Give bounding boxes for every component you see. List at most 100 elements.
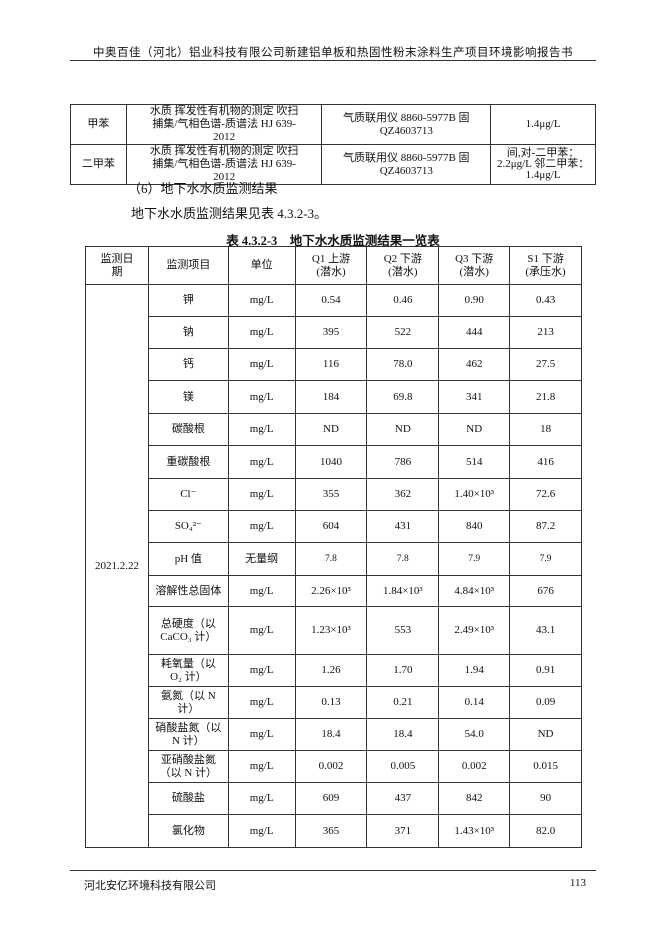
- value-cell: ND: [438, 413, 511, 446]
- table-row: 钠 mg/L 395 522 444 213: [86, 316, 582, 349]
- results-table: 监测日期 监测项目 单位 Q1 上游 (潜水) Q2 下游 (潜水) Q3 下游 (潜水)…: [85, 246, 582, 848]
- table-row: 镁 mg/L 184 69.8 341 21.8: [86, 380, 582, 414]
- unit-cell: mg/L: [227, 445, 296, 479]
- value-cell: 1.84×10³: [366, 575, 440, 607]
- value-cell: 0.46: [366, 284, 440, 317]
- section-heading: （6）地下水水质监测结果: [128, 181, 278, 196]
- value-cell: 355: [294, 478, 368, 511]
- value-cell: 7.8: [366, 542, 440, 576]
- method-table: 甲苯 水质 挥发性有机物的测定 吹扫捕集/气相色谱-质谱法 HJ 639-2012…: [70, 104, 596, 185]
- table-row: 溶解性总固体 mg/L 2.26×10³ 1.84×10³ 4.84×10³ 676: [86, 575, 582, 607]
- item-cell: 氯化物: [147, 814, 229, 848]
- value-cell: 431: [366, 510, 440, 543]
- unit-cell: mg/L: [227, 718, 296, 751]
- value-cell: 786: [366, 445, 440, 479]
- paragraph: 地下水水质监测结果见表 4.3.2-3。: [131, 206, 328, 221]
- method-cell: 水质 挥发性有机物的测定 吹扫捕集/气相色谱-质谱法 HJ 639-2012: [125, 144, 323, 185]
- item-cell: 亚硝酸盐氮（以 N 计）: [147, 750, 229, 783]
- value-cell: 1.43×10³: [438, 814, 511, 848]
- value-cell: 1.70: [366, 654, 440, 687]
- item-cell: 钙: [147, 348, 229, 381]
- value-cell: 1.94: [438, 654, 511, 687]
- value-cell: 609: [294, 782, 368, 815]
- value-cell: 43.1: [509, 606, 582, 655]
- table-row: 亚硝酸盐氮（以 N 计） mg/L 0.002 0.005 0.002 0.015: [86, 750, 582, 783]
- table-row: pH 值无量纲 7.8 7.8 7.9 7.9: [86, 542, 582, 576]
- value-cell: ND: [509, 718, 582, 751]
- value-cell: 18: [509, 413, 582, 446]
- item-cell: pH 值: [147, 542, 229, 576]
- value-cell: 362: [366, 478, 440, 511]
- unit-cell: mg/L: [227, 782, 296, 815]
- value-cell: 0.015: [509, 750, 582, 783]
- instrument-cell: 气质联用仪 8860-5977B 固 QZ4603713: [321, 144, 492, 185]
- item-cell: 硫酸盐: [147, 782, 229, 815]
- unit-cell: mg/L: [227, 654, 296, 687]
- column-header: Q3 下游 (潜水): [438, 246, 511, 285]
- unit-cell: mg/L: [227, 478, 296, 511]
- value-cell: 2.26×10³: [294, 575, 368, 607]
- column-header: S1 下游 (承压水): [509, 246, 582, 285]
- value-cell: 213: [509, 316, 582, 349]
- value-cell: 395: [294, 316, 368, 349]
- table-row: 氯化物 mg/L 365 371 1.43×10³ 82.0: [86, 814, 582, 848]
- value-cell: 54.0: [438, 718, 511, 751]
- item-cell: 钾: [147, 284, 229, 317]
- unit-cell: mg/L: [227, 413, 296, 446]
- value-cell: 0.005: [366, 750, 440, 783]
- value-cell: 1.26: [294, 654, 368, 687]
- value-cell: 1.23×10³: [294, 606, 368, 655]
- value-cell: 82.0: [509, 814, 582, 848]
- table-row: 硝酸盐氮（以 N 计） mg/L 18.4 18.4 54.0 ND: [86, 718, 582, 751]
- value-cell: 840: [438, 510, 511, 543]
- item-cell: 氨氮（以 N 计）: [147, 686, 229, 719]
- value-cell: 676: [509, 575, 582, 607]
- value-cell: 365: [294, 814, 368, 848]
- table-row: Cl⁻ mg/L 355 362 1.40×10³ 72.6: [86, 478, 582, 511]
- table-row: 耗氧量（以 O₂ 计） mg/L 1.26 1.70 1.94 0.91: [86, 654, 582, 687]
- value-cell: 1.40×10³: [438, 478, 511, 511]
- table-caption: 表 4.3.2-3 地下水水质监测结果一览表: [226, 234, 440, 248]
- unit-cell: mg/L: [227, 750, 296, 783]
- value-cell: 1040: [294, 445, 368, 479]
- table-row: 二甲苯 水质 挥发性有机物的测定 吹扫捕集/气相色谱-质谱法 HJ 639-201…: [70, 144, 596, 185]
- value-cell: 78.0: [366, 348, 440, 381]
- value-cell: 116: [294, 348, 368, 381]
- value-cell: 69.8: [366, 380, 440, 414]
- unit-cell: mg/L: [227, 510, 296, 543]
- value-cell: 90: [509, 782, 582, 815]
- value-cell: 7.9: [509, 542, 582, 576]
- header-divider: [70, 60, 596, 61]
- page-number: 113: [569, 877, 586, 889]
- value-cell: 462: [438, 348, 511, 381]
- value-cell: 0.09: [509, 686, 582, 719]
- table-row: 氨氮（以 N 计） mg/L 0.13 0.21 0.14 0.09: [86, 686, 582, 719]
- value-cell: ND: [366, 413, 440, 446]
- value-cell: 604: [294, 510, 368, 543]
- item-cell: 碳酸根: [147, 413, 229, 446]
- value-cell: 341: [438, 380, 511, 414]
- value-cell: 184: [294, 380, 368, 414]
- unit-cell: mg/L: [227, 284, 296, 317]
- value-cell: 21.8: [509, 380, 582, 414]
- unit-cell: mg/L: [227, 606, 296, 655]
- value-cell: 7.8: [294, 542, 368, 576]
- method-cell: 水质 挥发性有机物的测定 吹扫捕集/气相色谱-质谱法 HJ 639-2012: [125, 104, 323, 145]
- value-cell: 4.84×10³: [438, 575, 511, 607]
- item-cell: 甲苯: [70, 104, 127, 145]
- value-cell: 0.002: [438, 750, 511, 783]
- value-cell: 371: [366, 814, 440, 848]
- item-cell: 重碳酸根: [147, 445, 229, 479]
- column-header: 监测项目: [147, 246, 229, 285]
- unit-cell: mg/L: [227, 686, 296, 719]
- value-cell: 0.002: [294, 750, 368, 783]
- value-cell: 0.43: [509, 284, 582, 317]
- unit-cell: mg/L: [227, 348, 296, 381]
- column-header: Q2 下游 (潜水): [366, 246, 440, 285]
- value-cell: 0.90: [438, 284, 511, 317]
- value-cell: 18.4: [294, 718, 368, 751]
- item-cell: 钠: [147, 316, 229, 349]
- value-cell: 0.21: [366, 686, 440, 719]
- value-cell: 522: [366, 316, 440, 349]
- instrument-cell: 气质联用仪 8860-5977B 固 QZ4603713: [321, 104, 492, 145]
